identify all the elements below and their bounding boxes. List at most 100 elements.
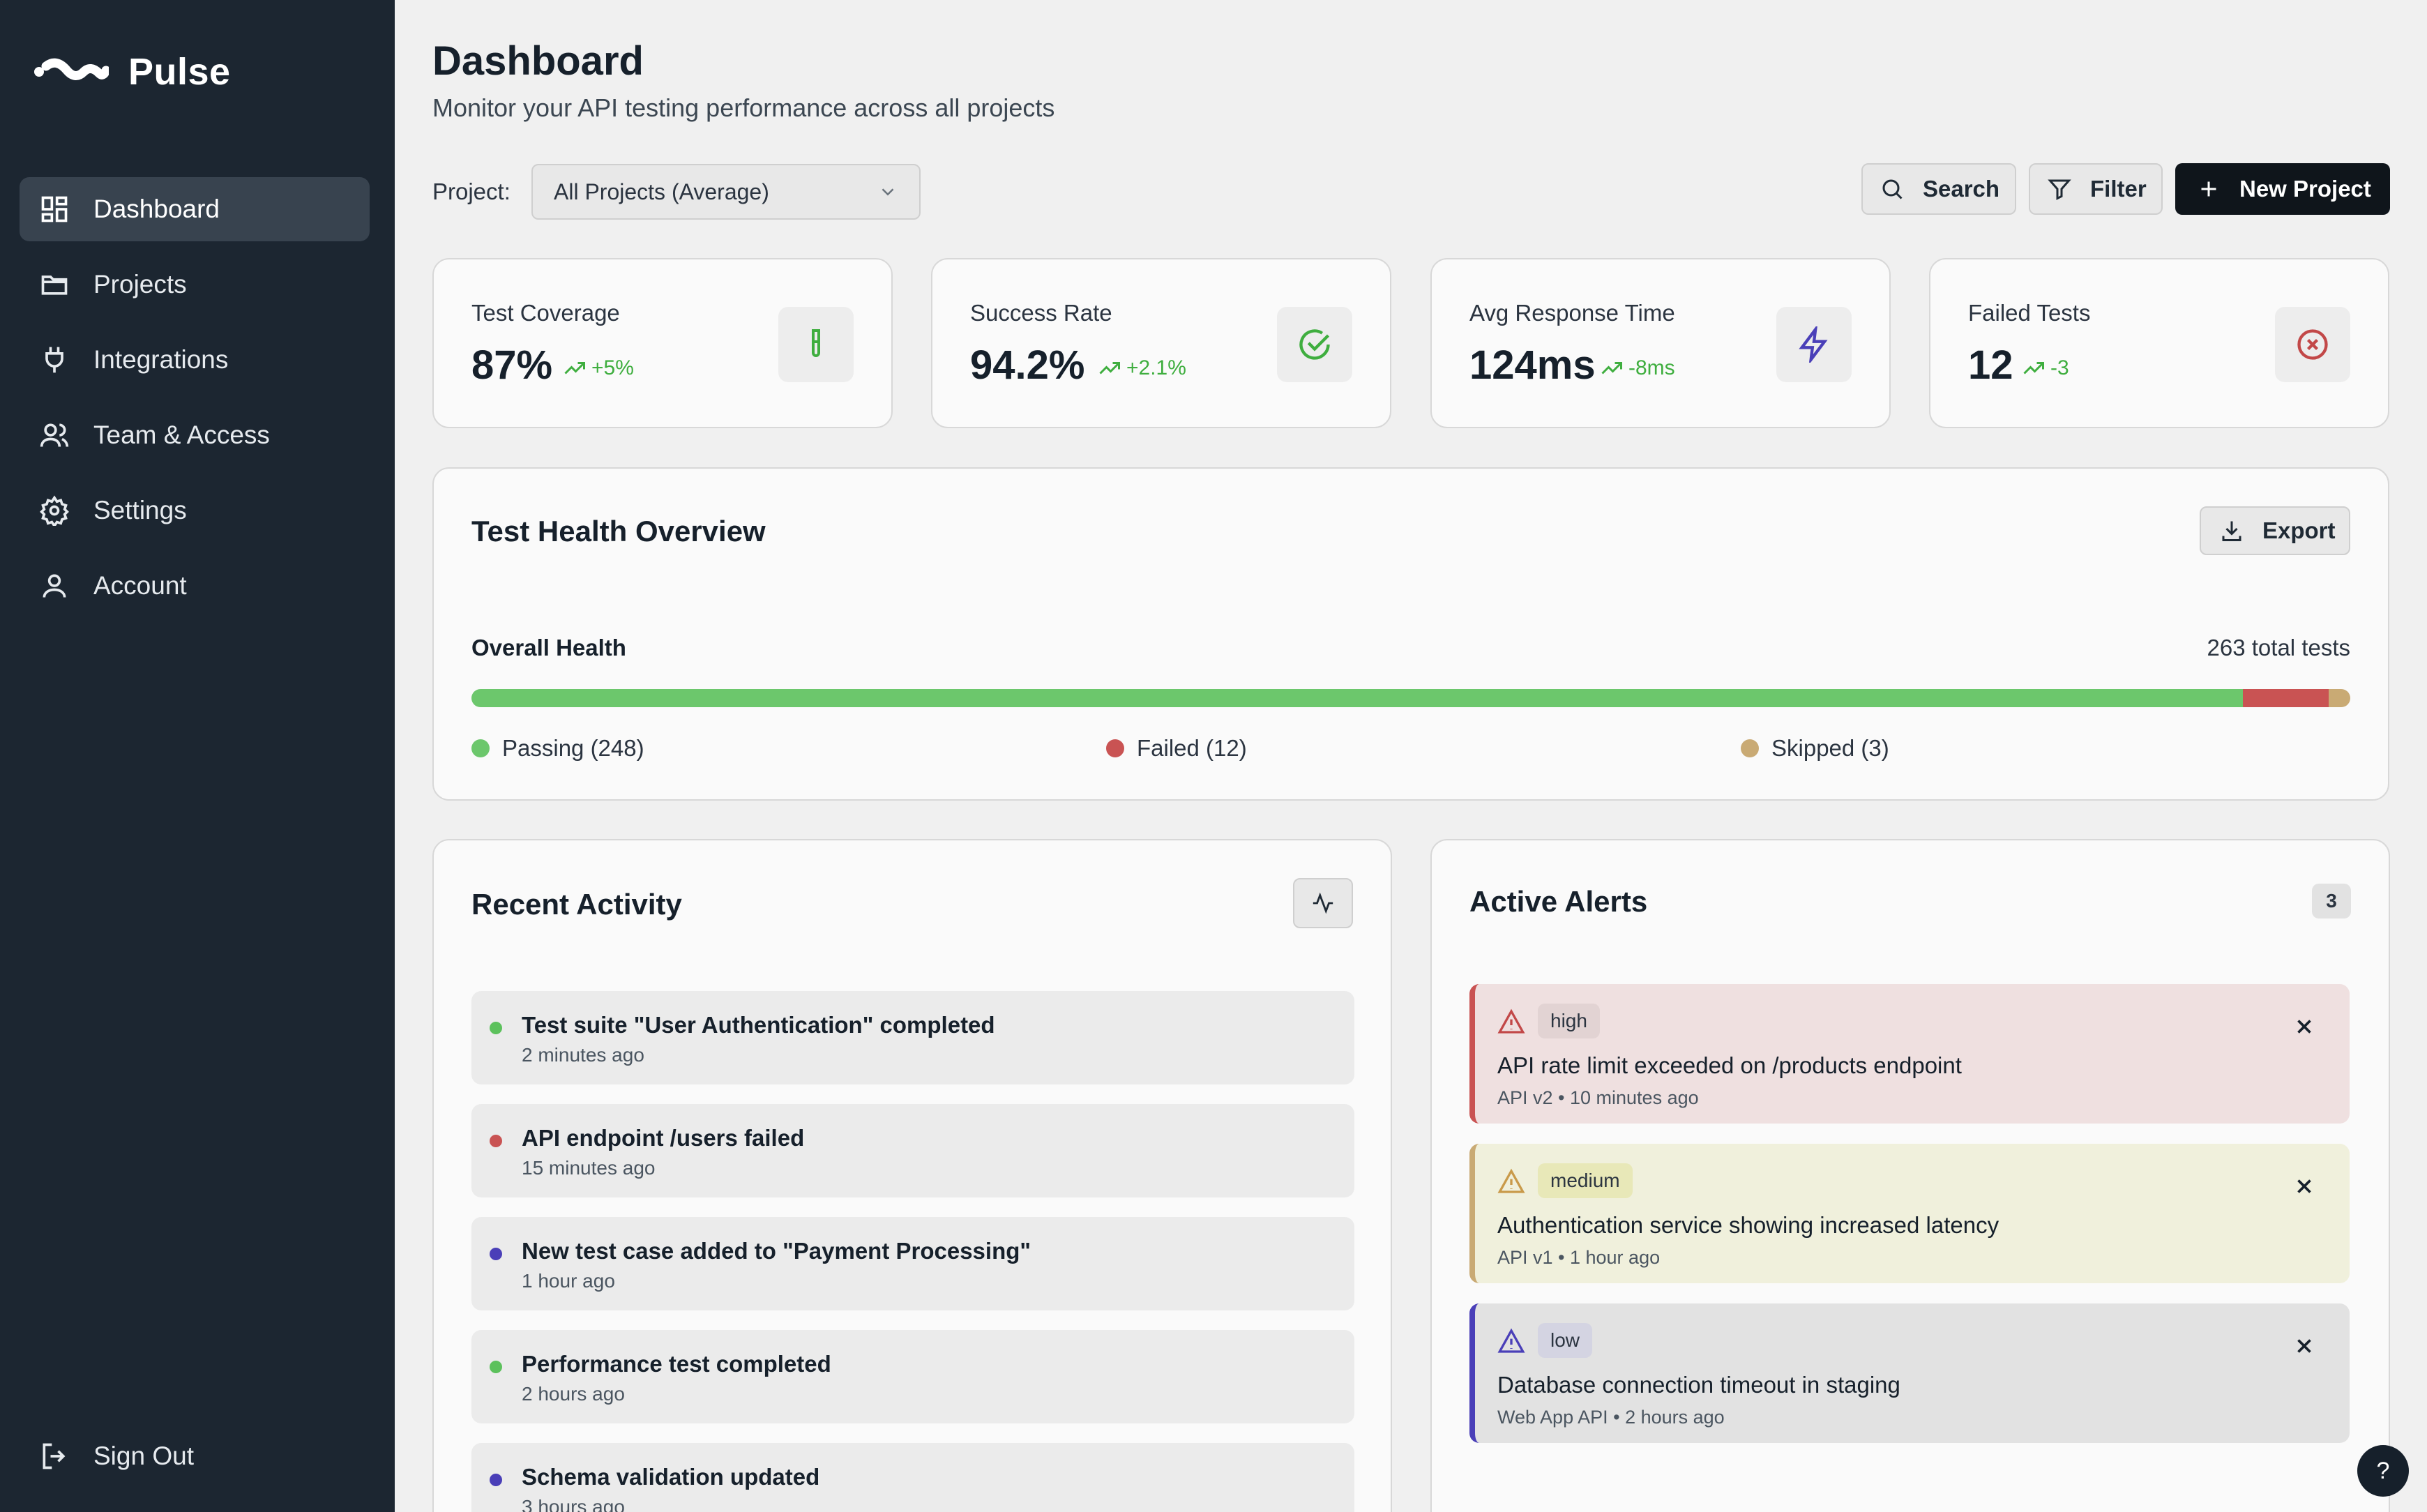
legend-dot [471, 739, 490, 757]
activity-status-dot [490, 1135, 502, 1147]
project-select[interactable]: All Projects (Average) [531, 164, 921, 220]
new-project-button-label: New Project [2239, 176, 2371, 202]
close-icon[interactable] [2292, 1174, 2316, 1198]
alert-item-high[interactable]: high API rate limit exceeded on /product… [1469, 984, 2350, 1124]
warning-icon [1497, 1328, 1525, 1353]
health-bar-skipped-segment [2329, 689, 2350, 707]
warning-icon [1497, 1168, 1525, 1193]
legend-passing-label: Passing (248) [502, 735, 644, 761]
sidebar-item-account[interactable]: Account [20, 554, 370, 618]
activity-item[interactable]: Schema validation updated 3 hours ago [471, 1443, 1354, 1512]
legend-dot [1106, 739, 1124, 757]
export-button[interactable]: Export [2200, 506, 2350, 555]
help-button[interactable]: ? [2357, 1445, 2409, 1497]
sidebar-item-label: Team & Access [93, 421, 270, 449]
activity-view-button[interactable] [1293, 878, 1353, 928]
sidebar-item-team-access[interactable]: Team & Access [20, 403, 370, 467]
sidebar-item-settings[interactable]: Settings [20, 478, 370, 543]
trending-up-icon [2023, 362, 2044, 375]
stat-value: 87% [471, 342, 553, 388]
sidebar-item-dashboard[interactable]: Dashboard [20, 177, 370, 241]
alert-severity-badge: low [1538, 1323, 1593, 1358]
alert-item-low[interactable]: low Database connection timeout in stagi… [1469, 1303, 2350, 1443]
pulse-logo-icon [34, 58, 109, 80]
filter-button[interactable]: Filter [2029, 163, 2163, 215]
activity-time: 2 minutes ago [522, 1044, 644, 1066]
sign-out-label: Sign Out [93, 1442, 194, 1470]
new-project-button[interactable]: New Project [2175, 163, 2390, 215]
app-name: Pulse [128, 51, 231, 93]
close-icon[interactable] [2292, 1015, 2316, 1038]
alert-title: API rate limit exceeded on /products end… [1497, 1052, 1962, 1078]
legend-passing: Passing (248) [471, 735, 644, 762]
sidebar-item-label: Account [93, 571, 187, 600]
activity-time: 3 hours ago [522, 1496, 625, 1512]
activity-status-dot [490, 1474, 502, 1486]
sign-out-icon [43, 1443, 66, 1469]
page-subtitle: Monitor your API testing performance acr… [432, 93, 1055, 122]
activity-item[interactable]: Test suite "User Authentication" complet… [471, 991, 1354, 1084]
alert-severity-badge: medium [1538, 1163, 1633, 1198]
alert-meta: API v2 • 10 minutes ago [1497, 1087, 1699, 1108]
stat-label: Test Coverage [471, 300, 620, 326]
stat-trend-value: -3 [2050, 356, 2069, 379]
activity-item[interactable]: Performance test completed 2 hours ago [471, 1330, 1354, 1423]
sidebar-item-label: Integrations [93, 345, 229, 374]
stat-trend-value: -8ms [1628, 356, 1675, 379]
trending-up-icon [1601, 362, 1622, 375]
sidebar-nav: Dashboard Projects Integrations Team & A… [20, 177, 370, 629]
activity-title: Schema validation updated [522, 1464, 820, 1490]
alert-severity-badge: high [1538, 1004, 1600, 1038]
stat-icon-box [1776, 307, 1852, 382]
sidebar-item-projects[interactable]: Projects [20, 252, 370, 317]
sidebar-item-integrations[interactable]: Integrations [20, 328, 370, 392]
activity-item[interactable]: API endpoint /users failed 15 minutes ag… [471, 1104, 1354, 1197]
stat-trend-value: +5% [591, 356, 634, 379]
help-button-label: ? [2376, 1457, 2390, 1484]
recent-activity-title: Recent Activity [471, 888, 682, 921]
alert-meta: Web App API • 2 hours ago [1497, 1407, 1725, 1428]
lightning-icon [1799, 326, 1828, 363]
sidebar-item-label: Settings [93, 496, 187, 524]
sidebar: Pulse Dashboard Projects Integrations Te… [0, 0, 395, 1512]
activity-status-dot [490, 1248, 502, 1260]
plus-icon [2201, 181, 2216, 197]
filter-icon [2048, 179, 2071, 200]
dashboard-icon [41, 196, 68, 222]
total-tests-label: 263 total tests [2207, 635, 2350, 660]
activity-icon [1313, 892, 1333, 914]
folder-icon [41, 275, 68, 295]
download-icon [2222, 521, 2241, 541]
stat-trend: -3 [2021, 356, 2069, 381]
stat-icon-box [2275, 307, 2350, 382]
app-logo[interactable]: Pulse [32, 50, 231, 93]
close-icon[interactable] [2292, 1334, 2316, 1358]
filter-button-label: Filter [2090, 176, 2147, 202]
alert-item-medium[interactable]: medium Authentication service showing in… [1469, 1144, 2350, 1283]
activity-title: Performance test completed [522, 1351, 831, 1377]
activity-item[interactable]: New test case added to "Payment Processi… [471, 1217, 1354, 1310]
active-alerts-card: Active Alerts 3 high API rate limit exce… [1430, 839, 2390, 1512]
legend-failed-label: Failed (12) [1137, 735, 1247, 761]
activity-time: 15 minutes ago [522, 1157, 656, 1179]
activity-time: 1 hour ago [522, 1270, 615, 1292]
stat-card-test-coverage: Test Coverage 87% +5% [432, 258, 893, 428]
legend-dot [1741, 739, 1759, 757]
trending-up-icon [1099, 362, 1120, 375]
sign-out-button[interactable]: Sign Out [39, 1441, 194, 1472]
plug-icon [45, 347, 63, 373]
page-title: Dashboard [432, 38, 644, 84]
trending-up-icon [564, 362, 585, 375]
health-progress-bar [471, 689, 2350, 707]
gear-icon [40, 495, 69, 526]
stat-value: 12 [1968, 342, 2013, 388]
stat-trend-value: +2.1% [1126, 356, 1186, 379]
stat-card-avg-response-time: Avg Response Time 124ms -8ms [1430, 258, 1891, 428]
search-button[interactable]: Search [1861, 163, 2016, 215]
activity-time: 2 hours ago [522, 1383, 625, 1405]
stat-trend: +2.1% [1097, 356, 1186, 381]
activity-status-dot [490, 1361, 502, 1373]
test-tube-icon [812, 329, 820, 357]
search-icon [1882, 179, 1903, 199]
project-select-value: All Projects (Average) [554, 179, 769, 204]
